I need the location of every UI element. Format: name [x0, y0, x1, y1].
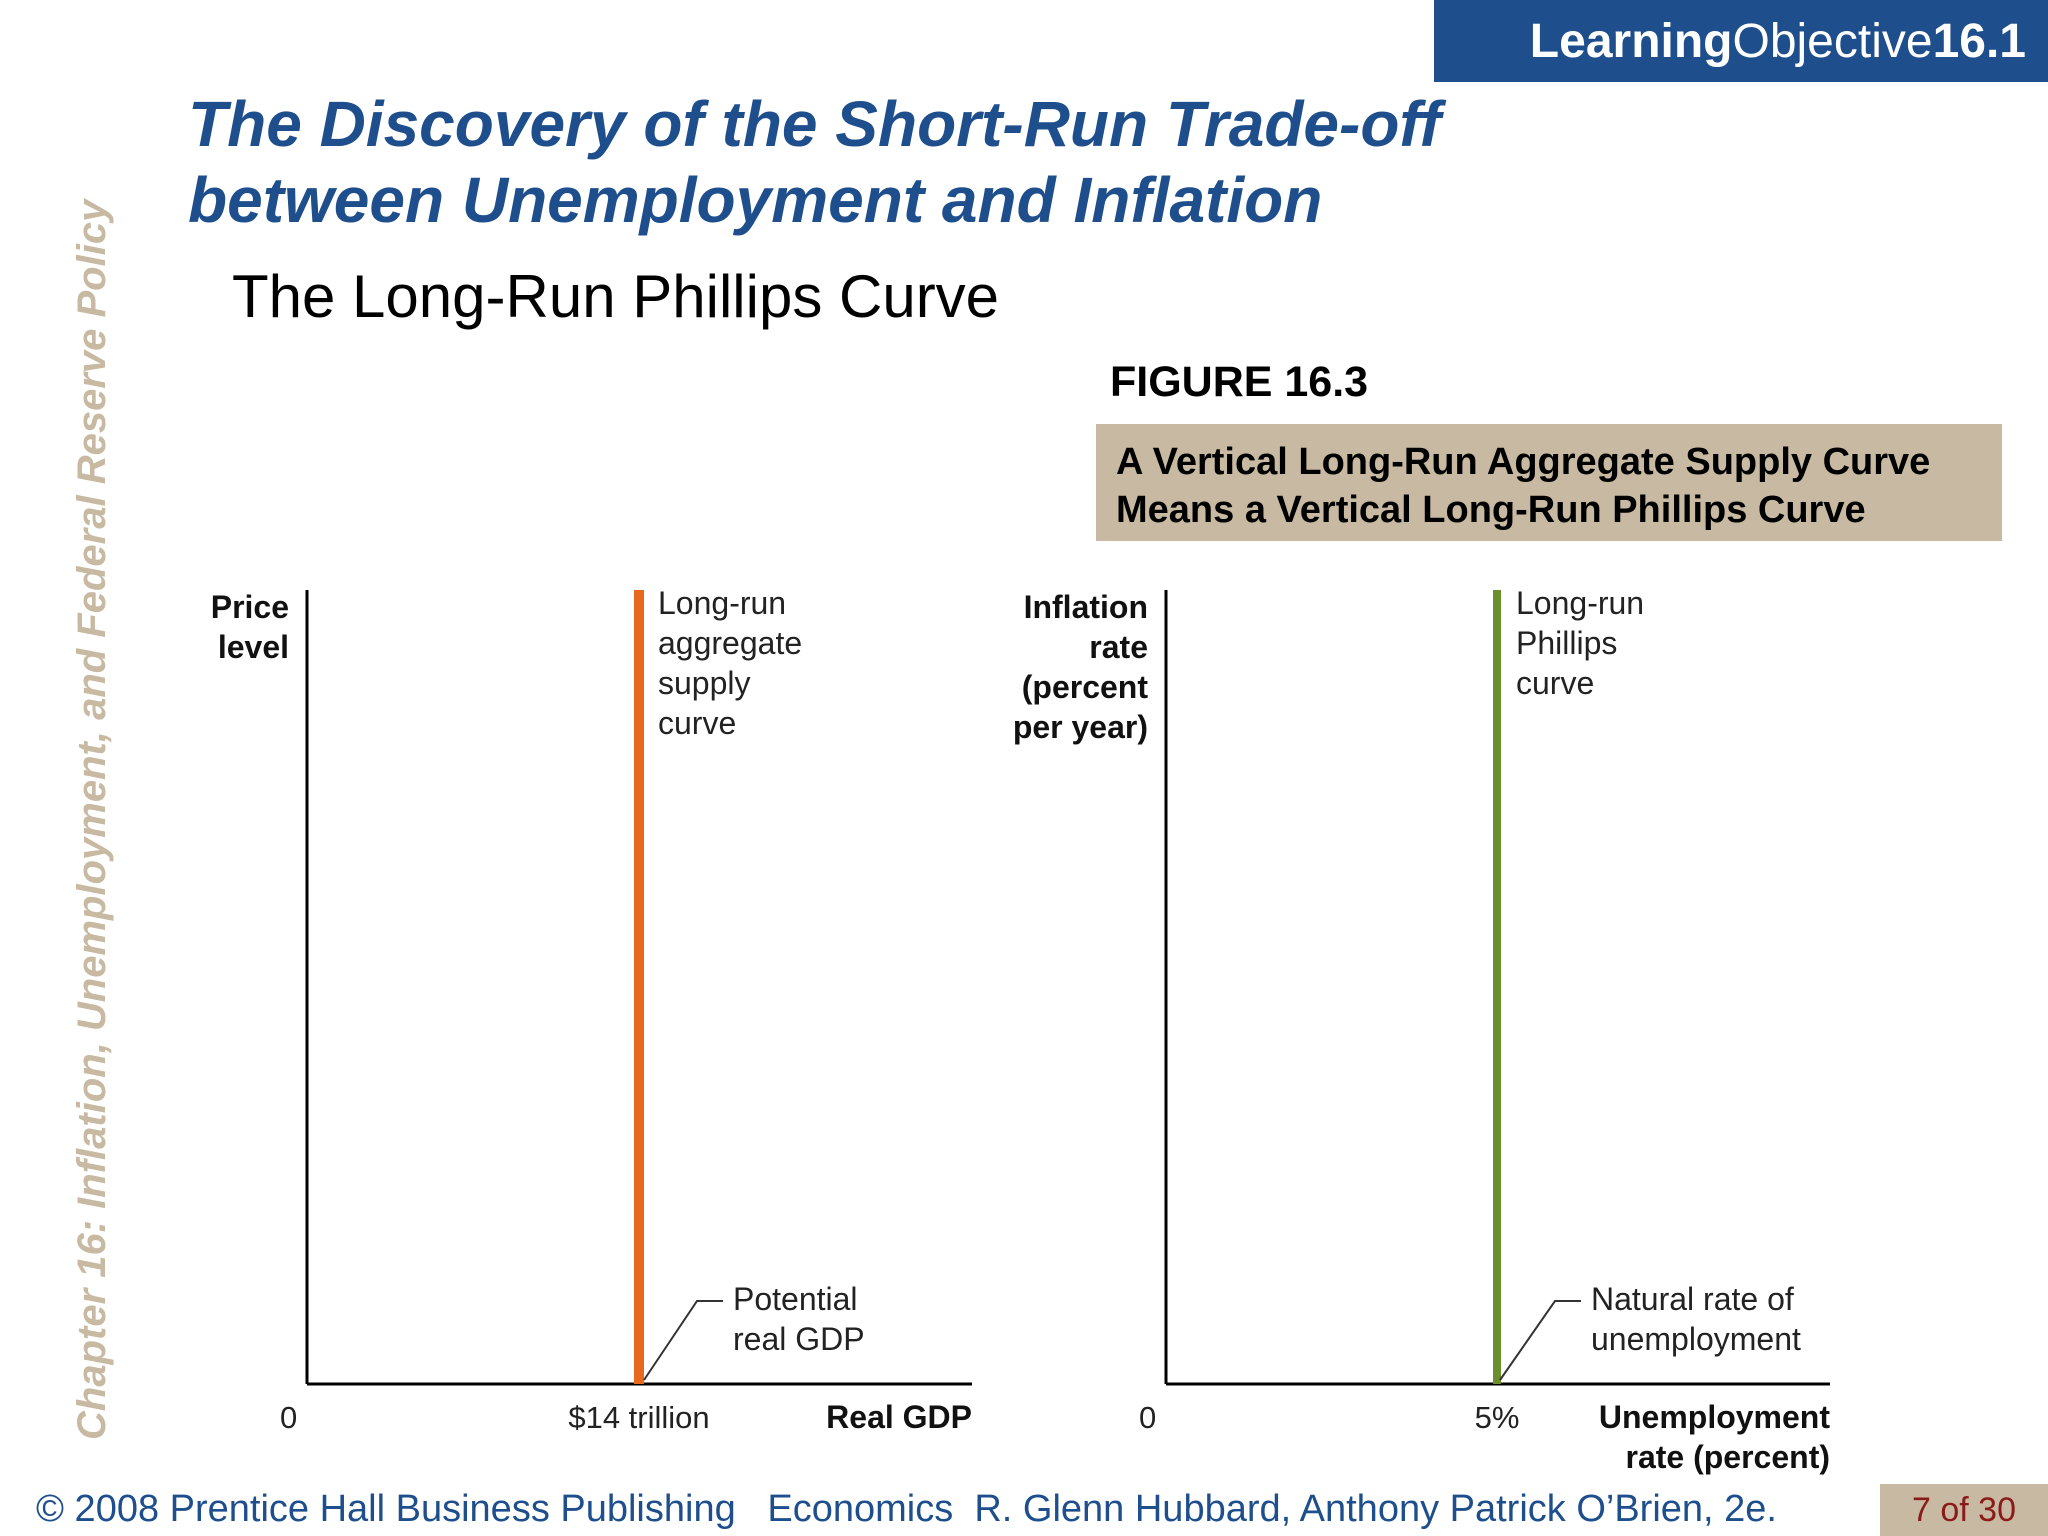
chart1-annotation-label: Potential [733, 1281, 858, 1317]
chart2-curve-label: curve [1516, 665, 1594, 701]
chart2-x-axis-label: Unemployment [1599, 1399, 1830, 1435]
figure-label: FIGURE 16.3 [1110, 358, 1369, 406]
chart1-curve-label: aggregate [658, 625, 802, 661]
page-title: The Discovery of the Short-Run Trade-off… [188, 86, 1588, 238]
lo-number: 16.1 [1932, 14, 2026, 68]
chart2-x-tick-label: 5% [1475, 1400, 1520, 1435]
chart1-y-axis-label: level [218, 629, 289, 665]
chart1-annotation-leader [643, 1300, 723, 1381]
chart1-x-tick-label: $14 trillion [568, 1400, 709, 1435]
chart1-x-axis-label: Real GDP [826, 1399, 972, 1435]
chart1-annotation-label: real GDP [733, 1321, 865, 1357]
lo-word2: Objective [1732, 14, 1933, 68]
lo-word1: Learning [1529, 14, 1733, 68]
figure-caption: A Vertical Long-Run Aggregate Supply Cur… [1096, 424, 2002, 541]
chart2-x-axis-label: rate (percent) [1626, 1439, 1831, 1475]
chart2-y-axis-label: (percent [1022, 669, 1149, 705]
slide-subtitle: The Long-Run Phillips Curve [232, 263, 1000, 330]
chart2-curve-label: Phillips [1516, 625, 1617, 661]
chart2-annotation-leader [1499, 1300, 1581, 1381]
chart2-y-axis-label: per year) [1013, 709, 1148, 745]
footer-credit: © 2008 Prentice Hall Business Publishing… [36, 1488, 1777, 1530]
caption-line-1: A Vertical Long-Run Aggregate Supply Cur… [1116, 441, 1931, 483]
caption-line-2: Means a Vertical Long-Run Phillips Curve [1116, 489, 1866, 531]
learning-objective-badge: Learning Objective 16.1 [1434, 0, 2048, 82]
chart2-origin-label: 0 [1139, 1400, 1156, 1435]
chart2-curve-label: Long-run [1516, 585, 1644, 621]
chart1-curve-label: curve [658, 705, 736, 741]
chart2-y-axis-label: rate [1089, 629, 1148, 665]
chart1-y-axis-label: Price [211, 589, 289, 625]
chart2-annotation-label: unemployment [1591, 1321, 1801, 1357]
title-line-2: between Unemployment and Inflation [188, 164, 1323, 236]
title-line-1: The Discovery of the Short-Run Trade-off [188, 88, 1441, 160]
chart1-curve-label: Long-run [658, 585, 786, 621]
chart2-annotation-label: Natural rate of [1591, 1281, 1794, 1317]
chart1-origin-label: 0 [280, 1400, 297, 1435]
page-number: 7 of 30 [1880, 1484, 2048, 1536]
chart2-y-axis-label: Inflation [1024, 589, 1148, 625]
chart1-curve-label: supply [658, 665, 751, 701]
